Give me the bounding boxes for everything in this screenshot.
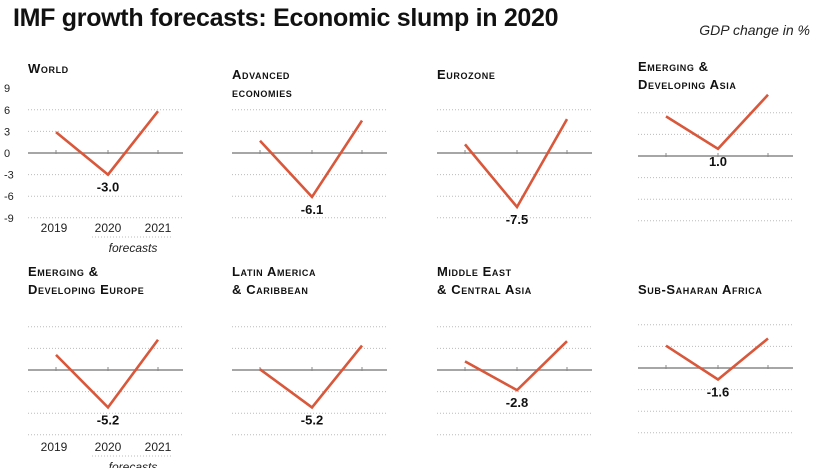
panel-chart-5: -5.2 2019 2020 2021 forecasts: [28, 326, 183, 468]
gridlines: [437, 326, 592, 436]
value-label: -1.6: [707, 385, 729, 400]
gridlines: [232, 109, 387, 219]
y-tick-label: 6: [4, 105, 10, 117]
panel-chart-4: 1.0: [638, 93, 793, 222]
value-label: -5.2: [301, 412, 323, 427]
chart-title: IMF growth forecasts: Economic slump in …: [13, 4, 559, 32]
gridlines: [28, 326, 183, 436]
series-line: [259, 119, 364, 200]
y-tick-label: 3: [4, 126, 10, 138]
x-tick-label: 2020: [95, 440, 122, 454]
panel-label-line: Latin America: [232, 264, 317, 279]
panel-chart-2: -6.1: [232, 109, 387, 219]
x-tick-label: 2020: [95, 221, 122, 235]
series-line: [55, 338, 160, 410]
y-tick-label: 0: [4, 148, 10, 160]
panel-label-line: & Caribbean: [232, 282, 309, 297]
panel-label: Sub-Saharan Africa: [638, 281, 762, 299]
gridlines: [638, 324, 793, 434]
chart-subtitle: GDP change in %: [699, 22, 810, 38]
y-tick-label: -3: [4, 170, 14, 182]
panel-label: Emerging & Developing Asia: [638, 58, 736, 94]
x-tick-label: 2021: [145, 440, 172, 454]
value-label: -5.2: [97, 412, 119, 427]
panel-label-line: Sub-Saharan Africa: [638, 282, 763, 297]
panel-label: Advanced economies: [232, 66, 292, 102]
series-line: [665, 93, 769, 151]
panel-chart-3: -7.5: [437, 109, 592, 227]
panel-chart-8: -1.6: [638, 324, 793, 434]
x-tick-label: 2019: [41, 440, 68, 454]
panel-chart-7: -2.8: [437, 326, 592, 436]
panel-label-line: Eurozone: [437, 67, 496, 82]
panel-chart-6: -5.2: [232, 326, 387, 436]
value-label: 1.0: [709, 154, 727, 169]
panel-label-line: economies: [232, 85, 293, 100]
panel-label-line: Middle East: [437, 264, 512, 279]
panel-label-line: World: [28, 61, 69, 76]
panel-label-line: & Central Asia: [437, 282, 532, 297]
panel-label: Middle East & Central Asia: [437, 263, 532, 299]
panel-label-line: Emerging &: [28, 264, 99, 279]
forecasts-note: forecasts: [109, 460, 158, 468]
gridlines: [28, 109, 183, 219]
panel-label-line: Developing Europe: [28, 282, 145, 297]
series-line: [55, 110, 160, 177]
y-tick-label: -9: [4, 213, 14, 225]
panel-label-line: Advanced: [232, 67, 291, 82]
series-line: [259, 344, 364, 410]
panel-label: World: [28, 60, 69, 78]
forecasts-note: forecasts: [109, 241, 158, 255]
panel-label-line: Emerging &: [638, 59, 709, 74]
value-label: -6.1: [301, 202, 323, 217]
panel-label-line: Developing Asia: [638, 77, 737, 92]
gridlines: [638, 112, 793, 222]
value-label: -2.8: [506, 395, 528, 410]
value-label: -3.0: [97, 180, 119, 195]
series-line: [463, 118, 569, 210]
y-tick-label: 9: [4, 83, 10, 95]
panel-label: Latin America & Caribbean: [232, 263, 316, 299]
panel-label: Eurozone: [437, 66, 495, 84]
y-tick-label: -6: [4, 191, 14, 203]
gridlines: [437, 109, 592, 219]
series-line: [665, 337, 769, 382]
panel-label: Emerging & Developing Europe: [28, 263, 144, 299]
panel-chart-1: 9 6 3 0 -3 -6 -9 -3.0 2019 2020 2021 forecasts: [4, 83, 183, 255]
x-tick-label: 2021: [145, 221, 172, 235]
value-label: -7.5: [506, 212, 528, 227]
x-tick-label: 2019: [41, 221, 68, 235]
